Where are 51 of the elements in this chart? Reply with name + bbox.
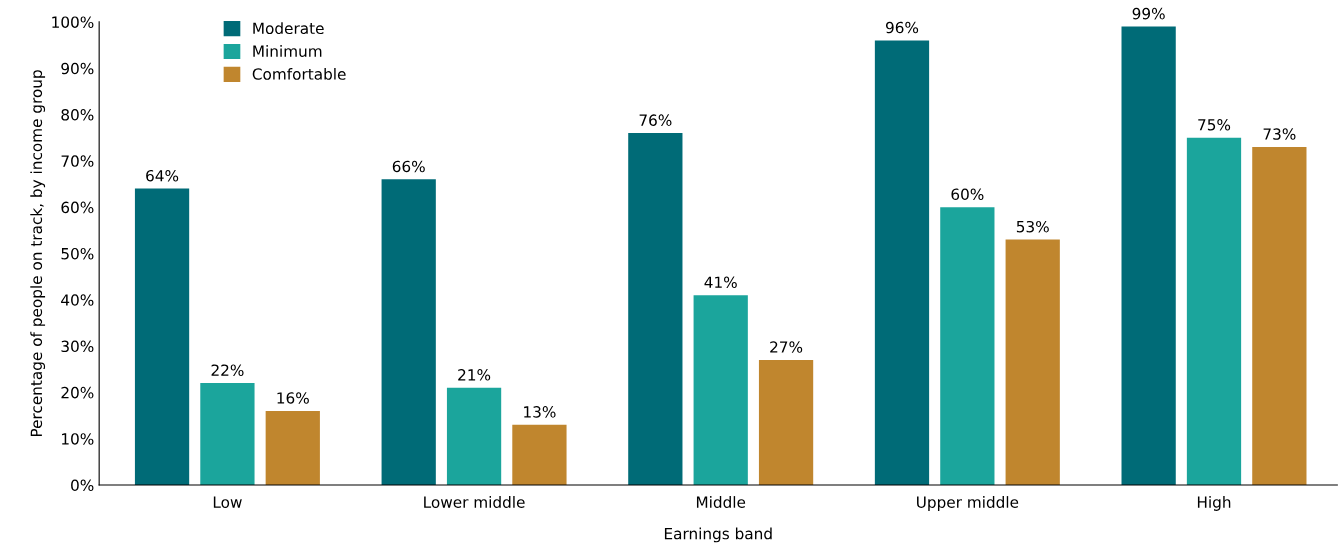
bar	[693, 295, 748, 485]
data-label: 99%	[1132, 7, 1165, 20]
x-tick-label: Lower middle	[424, 496, 525, 508]
y-tick-label: 90%	[61, 62, 94, 75]
bar	[628, 133, 683, 485]
y-tick-label: 50%	[61, 247, 94, 260]
y-axis-title: Percentage of people on track, by income group	[30, 70, 46, 437]
y-tick-label: 30%	[61, 340, 94, 353]
x-tick-label: Low	[213, 496, 242, 508]
data-label: 53%	[1016, 220, 1049, 233]
bar	[1005, 239, 1060, 485]
bar	[265, 410, 320, 485]
data-label: 75%	[1198, 119, 1231, 131]
legend-label: Moderate	[253, 22, 324, 35]
y-tick-label: 80%	[61, 109, 94, 121]
data-label: 41%	[704, 276, 737, 288]
y-tick-label: 10%	[62, 433, 94, 445]
bar	[874, 40, 930, 485]
data-label: 76%	[639, 114, 672, 126]
data-label: 27%	[770, 341, 803, 353]
y-tick-label: 20%	[61, 386, 94, 399]
x-tick-label: High	[1197, 496, 1231, 511]
data-label: 16%	[277, 392, 309, 404]
y-tick-label: 0%	[71, 479, 94, 491]
y-tick-label: 40%	[61, 294, 94, 306]
data-label: 60%	[951, 188, 984, 201]
data-label: 21%	[458, 369, 491, 381]
y-tick-label: 60%	[61, 201, 94, 214]
y-tick-label: 100%	[52, 16, 94, 28]
x-axis-title: Earnings band	[664, 527, 772, 543]
y-tick-label: 70%	[61, 155, 94, 167]
data-label: 73%	[1263, 128, 1296, 140]
data-label: 64%	[146, 169, 179, 182]
data-label: 96%	[885, 21, 919, 34]
bar	[512, 424, 567, 485]
bar	[1186, 137, 1242, 485]
legend-label: Comfortable	[252, 68, 346, 80]
bar	[381, 179, 436, 485]
legend-label: Minimum	[253, 45, 322, 57]
bar	[446, 387, 502, 485]
bar	[1121, 26, 1176, 485]
x-tick-label: Middle	[696, 496, 746, 508]
data-label: 13%	[524, 406, 556, 418]
bar	[758, 359, 814, 485]
data-label: 66%	[392, 160, 425, 173]
bar	[200, 383, 255, 485]
x-tick-label: Upper middle	[917, 496, 1019, 511]
bar	[1252, 146, 1307, 485]
bar	[134, 188, 190, 485]
data-label: 22%	[211, 364, 244, 376]
bar	[940, 207, 995, 485]
